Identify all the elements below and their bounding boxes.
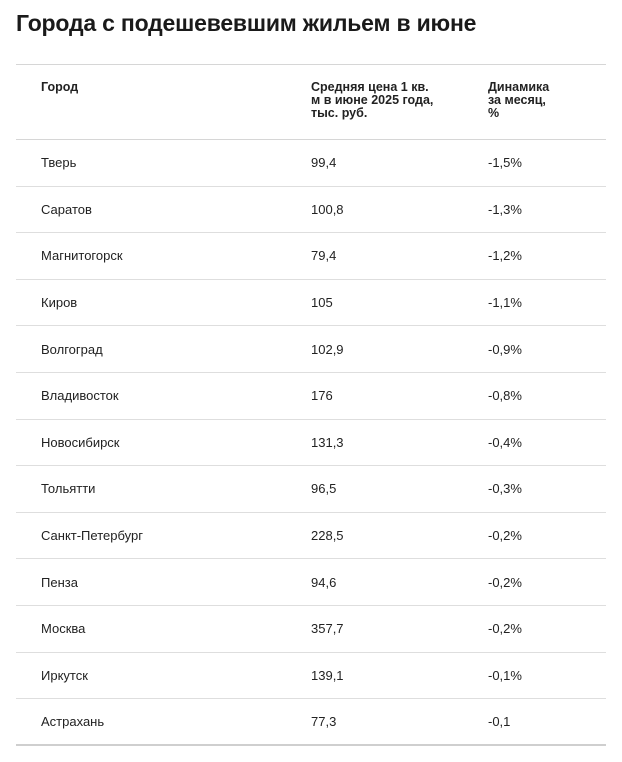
table-cell: 357,7 [311,621,344,637]
table-cell: Иркутск [41,667,88,683]
table-row: Владивосток 176 -0,8% [16,372,606,420]
column-header-text: Город [41,80,79,94]
column-header: Город [16,65,311,140]
table-cell: Пенза [41,574,78,590]
table-cell: -1,5% [488,155,522,171]
column-header-text: Средняя цена 1 кв. м в июне 2025 года, т… [311,80,434,120]
table-cell: -0,3% [488,481,522,497]
table-row: Тольятти 96,5 -0,3% [16,466,606,513]
column-header: Динамика за месяц, % [488,65,606,140]
table-cell: -0,2% [488,528,522,544]
table-row: Магнитогорск 79,4 -1,2% [16,233,606,280]
table-cell: -1,2% [488,248,522,264]
table-row: Тверь 99,4 -1,5% [16,140,606,187]
header-row: Город Средняя цена 1 кв. м в июне 2025 г… [16,64,606,140]
table-cell: 96,5 [311,481,337,497]
table-cell: 176 [311,388,333,404]
table-cell: Новосибирск [41,434,120,450]
table-cell: -0,1% [488,667,522,683]
table-cell: Москва [41,621,86,637]
table-cell: 100,8 [311,201,344,217]
table-cell: -1,3% [488,201,522,217]
table: Город Средняя цена 1 кв. м в июне 2025 г… [16,64,606,746]
table-cell: -0,4% [488,434,522,450]
table-cell: Тверь [41,155,77,171]
table-row: Пенза 94,6 -0,2% [16,559,606,606]
table-cell: 139,1 [311,667,344,683]
table-body: Тверь 99,4 -1,5% Саратов 100,8 -1,3% Магнитого… [16,140,606,746]
table-cell: 77,3 [311,714,337,730]
table-row: Новосибирск 131,3 -0,4% [16,419,606,466]
table-cell: Киров [41,295,78,311]
table-head: Город Средняя цена 1 кв. м в июне 2025 г… [16,64,606,140]
table-row: Астрахань 77,3 -0,1 [16,699,606,746]
table-cell: -0,9% [488,341,522,357]
table-cell: Владивосток [41,388,119,404]
table-cell: -1,1% [488,295,522,311]
table-cell: 99,4 [311,155,337,171]
table-cell: 79,4 [311,248,337,264]
table-cell: 228,5 [311,528,344,544]
table-row: Волгоград 102,9 -0,9% [16,326,606,373]
table-row: Саратов 100,8 -1,3% [16,186,606,233]
table-cell: -0,8% [488,388,522,404]
table-cell: Санкт-Петербург [41,528,143,544]
table-row: Москва 357,7 -0,2% [16,605,606,653]
table-cell: 94,6 [311,574,337,590]
table-row: Санкт-Петербург 228,5 -0,2% [16,512,606,559]
table-cell: Тольятти [41,481,96,497]
table-cell: -0,2% [488,621,522,637]
column-header: Средняя цена 1 кв. м в июне 2025 года, т… [311,65,488,140]
table-cell: Магнитогорск [41,248,123,264]
table-cell: Астрахань [41,714,105,730]
table-cell: 102,9 [311,341,344,357]
table-row: Иркутск 139,1 -0,1% [16,652,606,699]
table-cell: 105 [311,295,333,311]
title: Города с подешевевшим жильем в июне [16,10,477,36]
table-cell: 131,3 [311,434,344,450]
table-row: Киров 105 -1,1% [16,279,606,326]
table-cell: -0,1 [488,714,511,730]
table-cell: Волгоград [41,341,103,357]
table-cell: Саратов [41,201,92,217]
column-header-text: Динамика за месяц, % [488,80,550,120]
table-cell: -0,2% [488,574,522,590]
